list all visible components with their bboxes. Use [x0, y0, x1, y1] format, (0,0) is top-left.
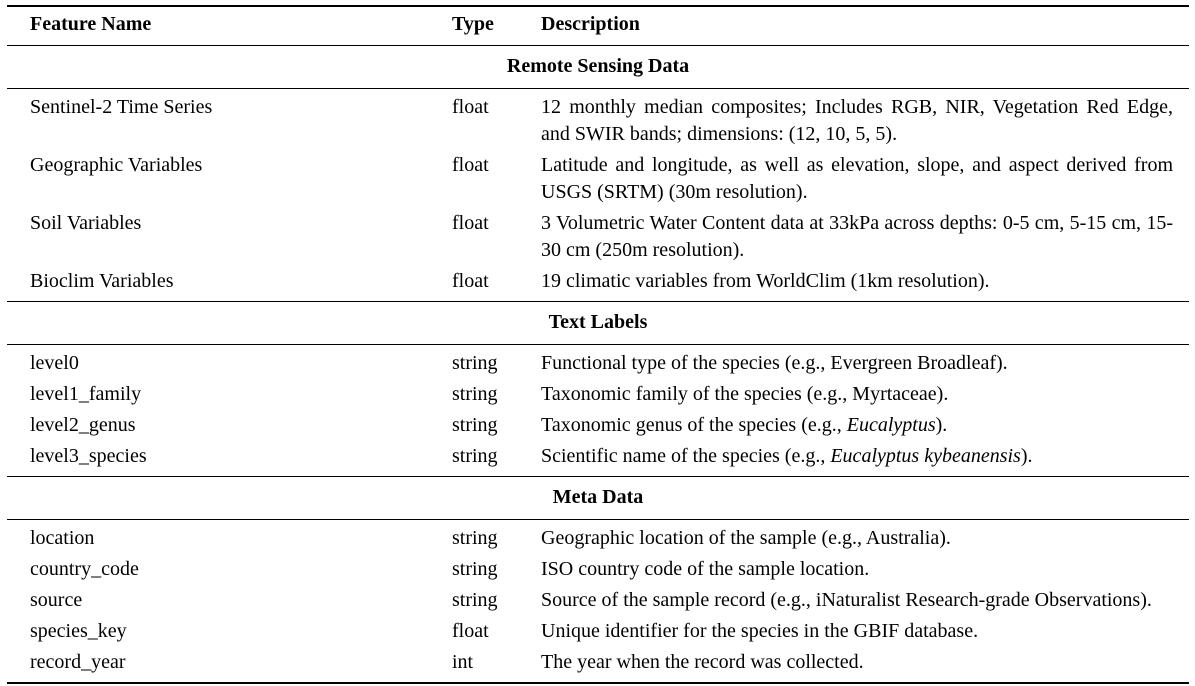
feature-name-cell: record_year [30, 651, 126, 673]
description-text-segment: Scientific name of the species (e.g., [541, 445, 831, 467]
description-cell: Scientific name of the species (e.g., Eu… [541, 441, 1189, 477]
table-row: level3_species string Scientific name of… [7, 441, 1189, 477]
type-cell: string [452, 527, 498, 549]
description-text-segment: Unique identifier for the species in the… [541, 620, 979, 642]
feature-name-cell: level3_species [30, 445, 147, 467]
description-cell: Taxonomic family of the species (e.g., M… [541, 379, 1189, 410]
table-row: location string Geographic location of t… [7, 520, 1189, 555]
description-cell: Functional type of the species (e.g., Ev… [541, 345, 1189, 380]
column-header-feature-name: Feature Name [30, 13, 152, 35]
table-row: Bioclim Variables float 19 climatic vari… [7, 266, 1189, 302]
description-text-segment: Functional type of the species (e.g., Ev… [541, 352, 1008, 374]
section-title: Meta Data [552, 486, 644, 508]
feature-name-cell: level0 [30, 352, 79, 374]
description-text-segment: ). [935, 414, 948, 436]
table-row: level2_genus string Taxonomic genus of t… [7, 410, 1189, 441]
description-text-segment: The year when the record was collected. [541, 651, 864, 673]
feature-name-cell: Sentinel-2 Time Series [30, 96, 213, 118]
description-cell: 12 monthly median composites; Includes R… [541, 89, 1189, 151]
description-text-segment: Taxonomic genus of the species (e.g., [541, 414, 847, 436]
feature-name-cell: level2_genus [30, 414, 136, 436]
section-heading-row: Remote Sensing Data [7, 45, 1189, 89]
description-italic-segment: Eucalyptus [846, 414, 936, 436]
type-cell: int [452, 651, 474, 673]
description-text-segment: Latitude and longitude, as well as eleva… [541, 154, 1173, 203]
table-row: level1_family string Taxonomic family of… [7, 379, 1189, 410]
description-italic-segment: Eucalyptus kybeanensis [830, 445, 1021, 467]
section-heading-row: Text Labels [7, 301, 1189, 345]
table-row: source string Source of the sample recor… [7, 585, 1189, 616]
table-row: species_key float Unique identifier for … [7, 616, 1189, 647]
table-row: country_code string ISO country code of … [7, 554, 1189, 585]
table-header: Feature Name Type Description [7, 6, 1189, 46]
table-row: record_year int The year when the record… [7, 647, 1189, 683]
table-row: Soil Variables float 3 Volumetric Water … [7, 208, 1189, 266]
feature-name-cell: level1_family [30, 383, 142, 405]
section-meta-data-rows: location string Geographic location of t… [7, 520, 1189, 684]
section-remote-sensing-heading: Remote Sensing Data [7, 45, 1189, 89]
column-header-type: Type [452, 13, 494, 35]
section-text-labels-rows: level0 string Functional type of the spe… [7, 345, 1189, 477]
type-cell: string [452, 445, 498, 467]
description-text-segment: ISO country code of the sample location. [541, 558, 870, 580]
table-row: Geographic Variables float Latitude and … [7, 150, 1189, 208]
type-cell: float [452, 620, 489, 642]
section-title: Remote Sensing Data [506, 55, 690, 77]
type-cell: string [452, 558, 498, 580]
description-cell: Taxonomic genus of the species (e.g., Eu… [541, 410, 1189, 441]
section-heading-row: Meta Data [7, 476, 1189, 520]
type-cell: float [452, 212, 489, 234]
description-cell: 3 Volumetric Water Content data at 33kPa… [541, 208, 1189, 266]
type-cell: float [452, 154, 489, 176]
feature-name-cell: country_code [30, 558, 139, 580]
section-title: Text Labels [548, 311, 648, 333]
description-text-segment: 12 monthly median composites; Includes R… [541, 96, 1173, 145]
type-cell: float [452, 270, 489, 292]
description-text-segment: Taxonomic family of the species (e.g., M… [541, 383, 949, 405]
feature-name-cell: species_key [30, 620, 127, 642]
section-text-labels-heading: Text Labels [7, 301, 1189, 345]
section-remote-sensing-rows: Sentinel-2 Time Series float 12 monthly … [7, 89, 1189, 302]
description-text-segment: Geographic location of the sample (e.g.,… [541, 527, 951, 549]
type-cell: string [452, 414, 498, 436]
type-cell: string [452, 589, 498, 611]
type-cell: string [452, 383, 498, 405]
feature-name-cell: Geographic Variables [30, 154, 203, 176]
type-cell: float [452, 96, 489, 118]
description-text-segment: Source of the sample record (e.g., iNatu… [541, 589, 1152, 611]
column-header-description: Description [541, 13, 640, 35]
description-cell: 19 climatic variables from WorldClim (1k… [541, 266, 1189, 302]
feature-name-cell: Soil Variables [30, 212, 142, 234]
description-cell: The year when the record was collected. [541, 647, 1189, 683]
description-cell: Source of the sample record (e.g., iNatu… [541, 585, 1189, 616]
section-meta-data-heading: Meta Data [7, 476, 1189, 520]
feature-name-cell: source [30, 589, 83, 611]
table-row: Sentinel-2 Time Series float 12 monthly … [7, 89, 1189, 151]
table-row: level0 string Functional type of the spe… [7, 345, 1189, 380]
features-table: Feature Name Type Description Remote Sen… [7, 5, 1189, 684]
description-cell: Latitude and longitude, as well as eleva… [541, 150, 1189, 208]
description-text-segment: ). [1020, 445, 1033, 467]
description-cell: ISO country code of the sample location. [541, 554, 1189, 585]
description-cell: Unique identifier for the species in the… [541, 616, 1189, 647]
feature-name-cell: location [30, 527, 95, 549]
feature-name-cell: Bioclim Variables [30, 270, 174, 292]
description-cell: Geographic location of the sample (e.g.,… [541, 520, 1189, 555]
description-text-segment: 19 climatic variables from WorldClim (1k… [541, 270, 990, 292]
description-text-segment: 3 Volumetric Water Content data at 33kPa… [541, 212, 1173, 261]
header-row: Feature Name Type Description [7, 6, 1189, 46]
type-cell: string [452, 352, 498, 374]
